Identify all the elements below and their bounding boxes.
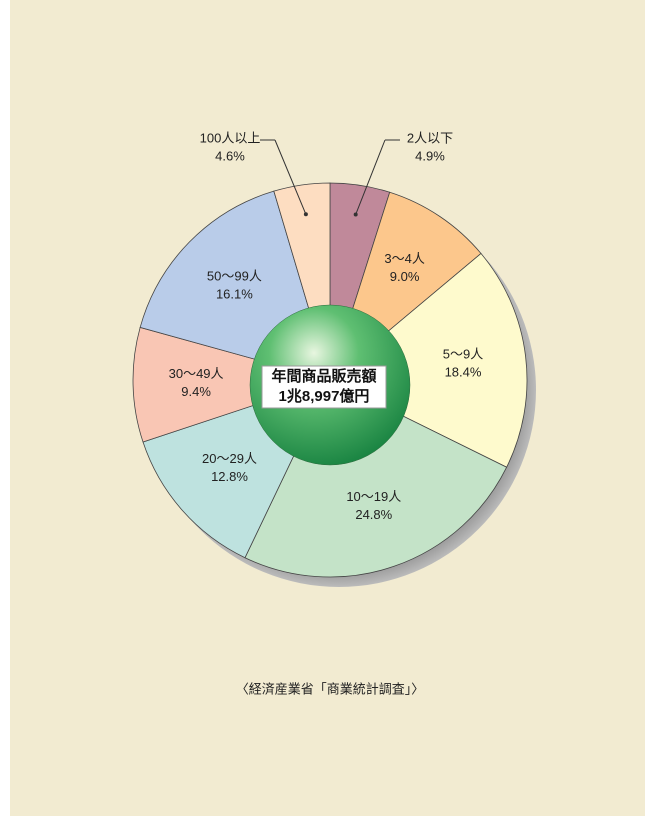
center-box <box>261 365 387 409</box>
source: 〈経済産業省「商業統計調査」〉 <box>236 681 425 696</box>
slice-category: 20〜29人 <box>202 451 257 466</box>
slice-value: 24.8% <box>355 507 392 522</box>
slice-category: 10〜19人 <box>346 489 401 504</box>
slice-value: 9.0% <box>390 269 420 284</box>
slice-category: 100人以上 <box>200 130 261 145</box>
slice-value: 12.8% <box>211 469 248 484</box>
slice-category: 3〜4人 <box>384 251 424 266</box>
leader-dot <box>303 212 308 217</box>
center-title: 年間商品販売額 <box>271 367 376 385</box>
pie-slice <box>132 326 332 443</box>
slice-category: 5〜9人 <box>443 346 483 361</box>
center-value: 1兆8,997億円 <box>279 387 370 405</box>
leader-line <box>274 139 307 215</box>
leader-dot <box>353 212 358 217</box>
slice-value: 18.4% <box>445 364 482 379</box>
leader-line <box>355 139 386 215</box>
slice-value: 9.4% <box>181 384 211 399</box>
slice-value: 4.6% <box>215 148 245 163</box>
slice-category: 30〜49人 <box>169 366 224 381</box>
slice-category: 50〜99人 <box>207 269 262 284</box>
pie-slice <box>329 252 528 468</box>
slice-category: 2人以下 <box>407 130 453 145</box>
slice-value: 4.9% <box>415 148 445 163</box>
slice-value: 16.1% <box>216 287 253 302</box>
